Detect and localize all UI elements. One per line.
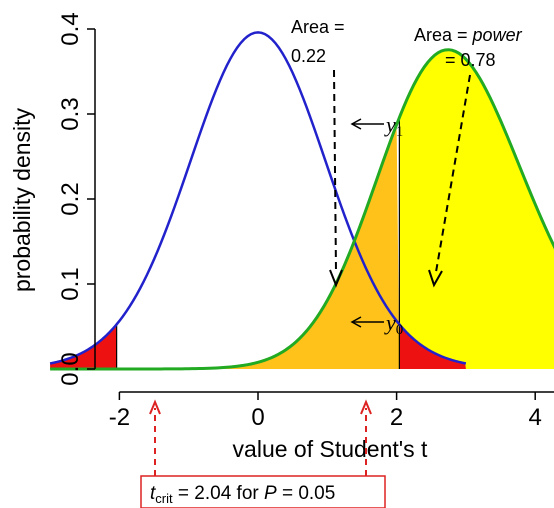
power-area [399, 49, 554, 369]
y1-arrowhead [350, 118, 362, 130]
area-beta-annotation: Area = 0.22 [291, 17, 345, 288]
y-tick-label: 0.0 [57, 352, 84, 385]
beta-area [50, 124, 400, 369]
area-beta-arrow [333, 69, 337, 273]
x-tick-label: -2 [109, 404, 130, 431]
null-distribution-curve [49, 31, 467, 365]
y-tick-label: 0.4 [57, 12, 84, 45]
x-axis-title: value of Student's t [233, 436, 429, 462]
y-tick-label: 0.3 [57, 97, 84, 130]
y0-arrowhead [350, 316, 362, 328]
area-power-arrowhead [428, 269, 443, 288]
y-tick-label: 0.1 [57, 267, 84, 300]
y0-text: y0 [384, 310, 403, 338]
area-fills [50, 49, 554, 369]
t-crit-right-arrowhead [360, 399, 372, 415]
y1-text: y1 [384, 112, 403, 140]
x-tick-label: 0 [251, 404, 264, 431]
area-power-arrow [435, 74, 471, 273]
axes: -202460.00.10.20.30.4 [57, 12, 554, 431]
y1-label: y1 [350, 112, 403, 140]
t-crit-box [140, 475, 386, 508]
y-axis-title: probability density [9, 107, 35, 292]
left-tail-area [50, 325, 117, 369]
y0-label: y0 [350, 310, 403, 338]
area-beta-line2: 0.22 [291, 46, 326, 66]
t-crit-annotation: tcrit = 2.04 for P = 0.05 [140, 399, 386, 508]
area-power-annotation: Area = power = 0.78 [414, 25, 523, 288]
area-power-line2: = 0.78 [445, 50, 496, 70]
right-tail-area [399, 324, 466, 369]
y-tick-label: 0.2 [57, 182, 84, 215]
x-tick-label: 4 [529, 404, 542, 431]
x-tick-label: 2 [390, 404, 403, 431]
area-beta-arrowhead [329, 269, 343, 288]
area-beta-line1: Area = [291, 17, 345, 37]
area-power-line1: Area = power [414, 25, 523, 45]
t-crit-text: tcrit = 2.04 for P = 0.05 [150, 483, 335, 506]
alternative-distribution-curve [50, 48, 554, 371]
density-curves [49, 31, 554, 371]
t-crit-left-arrowhead [149, 399, 161, 415]
